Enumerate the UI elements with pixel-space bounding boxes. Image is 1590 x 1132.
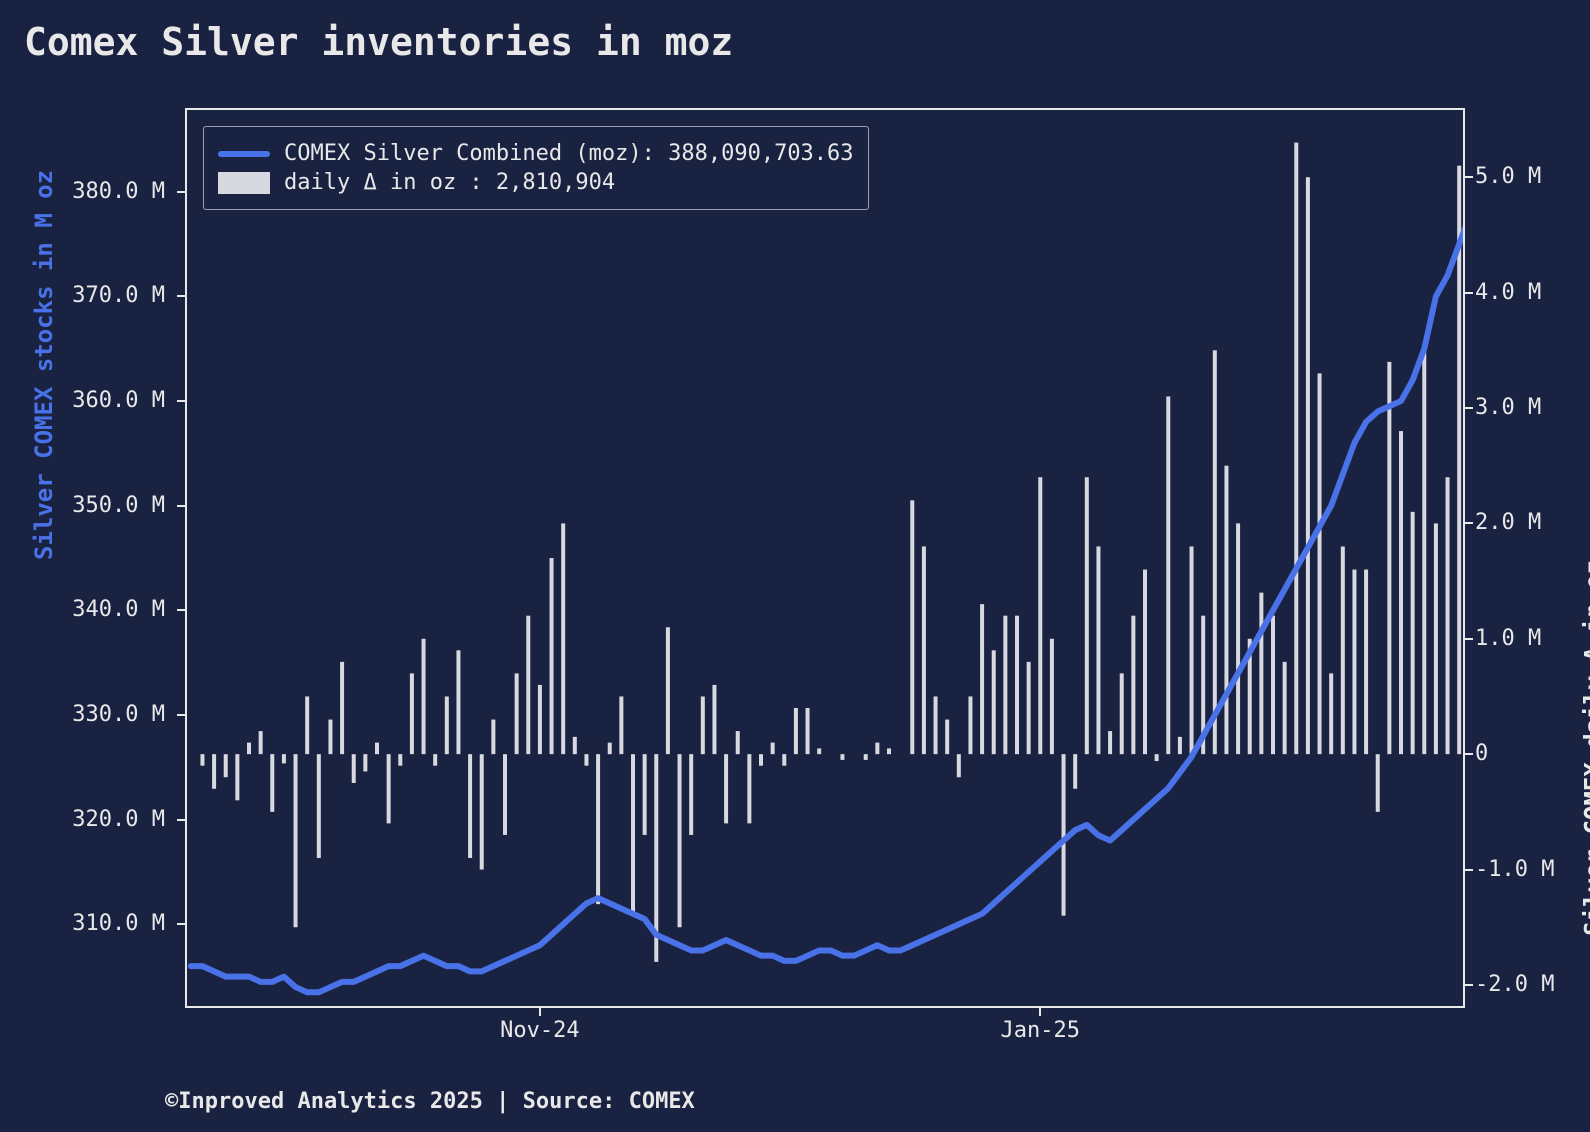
y-right-tick-label: 4.0 M xyxy=(1475,280,1585,305)
chart-footer: ©Inproved Analytics 2025 | Source: COMEX xyxy=(165,1089,695,1114)
legend: COMEX Silver Combined (moz): 388,090,703… xyxy=(203,126,869,210)
y-right-tick-label: 2.0 M xyxy=(1475,510,1585,535)
plot-border xyxy=(185,108,1465,1008)
legend-item-bar: daily Δ in oz : 2,810,904 xyxy=(218,170,854,195)
y-right-tick-label: -2.0 M xyxy=(1475,972,1585,997)
y-left-tick-label: 330.0 M xyxy=(55,702,165,727)
x-tick-label: Jan-25 xyxy=(980,1018,1100,1043)
legend-line-label: COMEX Silver Combined (moz): 388,090,703… xyxy=(284,141,854,166)
y-right-tick-label: 5.0 M xyxy=(1475,164,1585,189)
legend-bar-swatch xyxy=(218,172,270,194)
y-left-tick-label: 340.0 M xyxy=(55,597,165,622)
y-left-tick-label: 320.0 M xyxy=(55,807,165,832)
y-right-tick-label: 3.0 M xyxy=(1475,395,1585,420)
legend-item-line: COMEX Silver Combined (moz): 388,090,703… xyxy=(218,141,854,166)
y-left-axis-label: Silver COMEX stocks in M oz xyxy=(30,170,58,560)
y-right-tick-label: 0 xyxy=(1475,741,1585,766)
chart-title: Comex Silver inventories in moz xyxy=(24,20,733,64)
y-right-tick-label: -1.0 M xyxy=(1475,857,1585,882)
legend-line-swatch xyxy=(218,151,270,157)
y-left-tick-label: 380.0 M xyxy=(55,179,165,204)
chart-container: Comex Silver inventories in moz Silver C… xyxy=(0,0,1590,1132)
y-left-tick-label: 360.0 M xyxy=(55,388,165,413)
x-tick-label: Nov-24 xyxy=(480,1018,600,1043)
y-left-tick-label: 350.0 M xyxy=(55,493,165,518)
y-left-tick-label: 310.0 M xyxy=(55,911,165,936)
y-right-tick-label: 1.0 M xyxy=(1475,626,1585,651)
plot-area: COMEX Silver Combined (moz): 388,090,703… xyxy=(185,108,1465,1008)
y-left-tick-label: 370.0 M xyxy=(55,283,165,308)
legend-bar-label: daily Δ in oz : 2,810,904 xyxy=(284,170,615,195)
